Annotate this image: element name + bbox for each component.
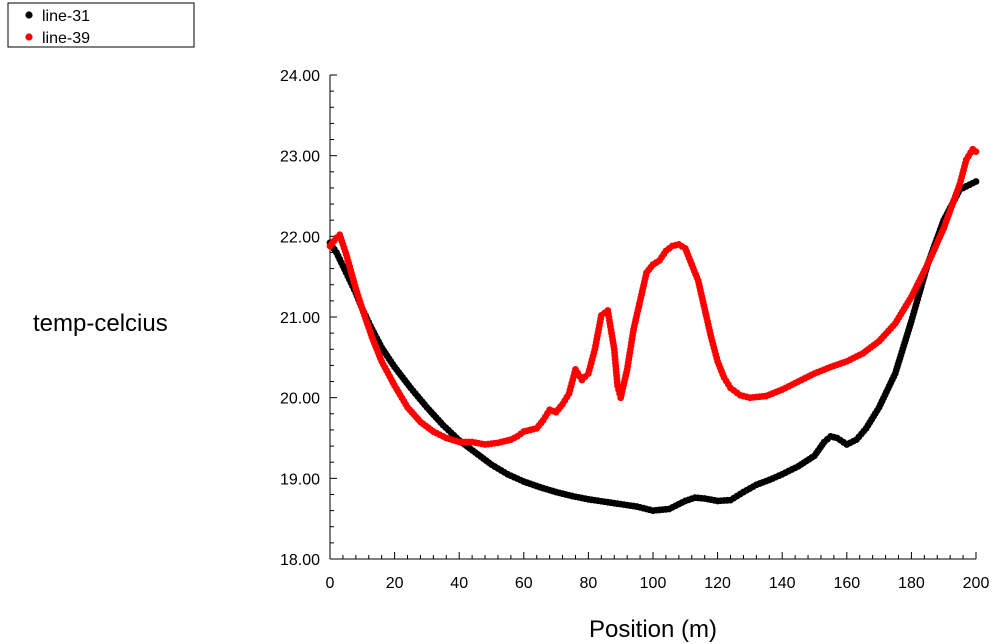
legend-marker-line-39 (25, 33, 33, 41)
x-axis-title: Position (m) (589, 616, 717, 643)
series-line-31 (326, 178, 980, 514)
x-ticks: 0 20 40 60 80 100 120 140 160 180 200 (326, 552, 990, 592)
y-tick-label: 21.00 (280, 310, 320, 327)
y-tick-label: 23.00 (280, 149, 320, 166)
x-tick-label: 100 (640, 575, 667, 592)
x-tick-label: 0 (326, 575, 335, 592)
legend-label-line-31: line-31 (42, 8, 90, 25)
x-tick-label: 40 (450, 575, 468, 592)
x-tick-label: 60 (515, 575, 533, 592)
y-tick-label: 22.00 (280, 229, 320, 246)
x-tick-label: 200 (963, 575, 990, 592)
legend: line-31 line-39 (7, 2, 195, 48)
x-tick-label: 120 (704, 575, 731, 592)
x-tick-label: 180 (898, 575, 925, 592)
y-tick-label: 24.00 (280, 68, 320, 85)
x-tick-label: 20 (386, 575, 404, 592)
y-axis-title: temp-celcius (33, 310, 168, 337)
x-tick-label: 160 (833, 575, 860, 592)
legend-label-line-39: line-39 (42, 30, 90, 47)
x-tick-label: 140 (769, 575, 796, 592)
series-layer (326, 145, 980, 514)
legend-marker-line-31 (25, 11, 33, 19)
y-tick-label: 20.00 (280, 391, 320, 408)
data-point (972, 178, 980, 185)
y-tick-label: 18.00 (280, 552, 320, 569)
x-tick-label: 80 (580, 575, 598, 592)
legend-box (7, 2, 195, 48)
y-tick-label: 19.00 (280, 471, 320, 488)
data-point (972, 148, 980, 156)
series-line-39 (326, 145, 980, 448)
axes: 18.00 19.00 20.00 21.00 22.00 23.00 24.00 0 20 4… (280, 68, 989, 592)
y-ticks: 18.00 19.00 20.00 21.00 22.00 23.00 24.00 (280, 68, 337, 569)
